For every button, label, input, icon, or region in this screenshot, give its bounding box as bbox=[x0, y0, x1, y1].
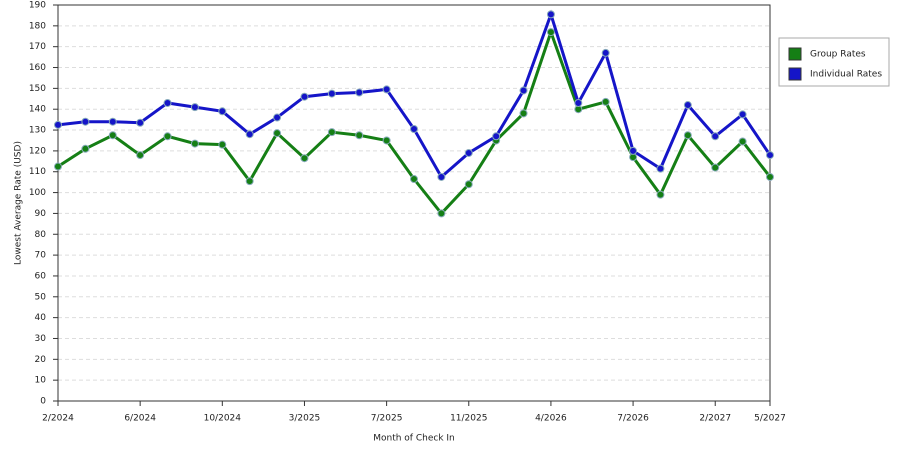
series-line bbox=[57, 27, 772, 216]
y-tick-label: 20 bbox=[35, 355, 47, 365]
y-tick-label: 80 bbox=[35, 230, 47, 240]
y-tick-label: 190 bbox=[29, 1, 46, 11]
point bbox=[355, 131, 364, 140]
y-tick-label: 110 bbox=[29, 167, 46, 177]
point bbox=[683, 101, 692, 110]
point bbox=[218, 107, 227, 116]
point bbox=[300, 154, 309, 163]
point bbox=[492, 132, 501, 141]
point bbox=[163, 132, 172, 141]
y-tick-label: 70 bbox=[35, 251, 47, 261]
x-tick-label: 6/2024 bbox=[124, 414, 156, 424]
x-tick-label: 2/2027 bbox=[699, 414, 731, 424]
point bbox=[410, 125, 418, 134]
y-tick-label: 30 bbox=[35, 334, 47, 344]
x-tick-label: 2/2024 bbox=[42, 414, 74, 424]
y-tick-label: 140 bbox=[29, 105, 46, 115]
point bbox=[683, 131, 692, 140]
legend-label: Individual Rates bbox=[810, 70, 882, 80]
point bbox=[656, 164, 665, 173]
point bbox=[81, 144, 90, 153]
point bbox=[738, 110, 747, 119]
y-tick-label: 90 bbox=[35, 209, 47, 219]
y-tick-label: 130 bbox=[29, 126, 46, 136]
point bbox=[437, 172, 446, 181]
x-axis-label: Month of Check In bbox=[373, 434, 455, 444]
point bbox=[574, 98, 583, 107]
point bbox=[464, 148, 473, 157]
legend-swatch bbox=[788, 47, 802, 61]
y-tick-label: 40 bbox=[35, 313, 47, 323]
x-tick-label: 7/2025 bbox=[371, 414, 403, 424]
x-tick-label: 11/2025 bbox=[450, 414, 487, 424]
point bbox=[546, 28, 555, 37]
point bbox=[437, 209, 446, 218]
legend-label: Group Rates bbox=[810, 50, 866, 60]
point bbox=[300, 92, 309, 101]
point bbox=[163, 98, 172, 107]
point bbox=[54, 162, 62, 171]
x-tick-label: 4/2026 bbox=[535, 414, 567, 424]
point bbox=[54, 120, 62, 129]
point bbox=[355, 88, 364, 97]
point bbox=[738, 137, 747, 146]
point bbox=[410, 175, 418, 184]
point bbox=[273, 129, 282, 138]
point bbox=[190, 103, 199, 112]
point bbox=[108, 131, 117, 140]
point bbox=[327, 89, 336, 98]
point bbox=[766, 151, 774, 160]
point bbox=[711, 163, 720, 172]
point bbox=[136, 151, 145, 160]
point bbox=[656, 190, 665, 199]
point bbox=[601, 97, 610, 106]
point bbox=[519, 86, 528, 95]
y-tick-label: 180 bbox=[29, 21, 46, 31]
point bbox=[218, 140, 227, 149]
point bbox=[711, 132, 720, 141]
point bbox=[136, 118, 145, 127]
point bbox=[327, 128, 336, 137]
y-tick-label: 160 bbox=[29, 63, 46, 73]
series-line bbox=[57, 9, 772, 180]
y-tick-label: 170 bbox=[29, 42, 46, 52]
point bbox=[464, 180, 473, 189]
point bbox=[766, 172, 774, 181]
point bbox=[546, 10, 555, 19]
y-tick-label: 10 bbox=[35, 376, 47, 386]
point bbox=[108, 117, 117, 126]
x-tick-label: 3/2025 bbox=[289, 414, 321, 424]
y-tick-label: 60 bbox=[35, 271, 47, 281]
point bbox=[382, 136, 391, 145]
x-tick-label: 7/2026 bbox=[617, 414, 649, 424]
point bbox=[519, 109, 528, 118]
y-axis-label: Lowest Average Rate (USD) bbox=[14, 141, 24, 265]
y-tick-label: 100 bbox=[29, 188, 46, 198]
point bbox=[245, 177, 254, 186]
legend-swatch bbox=[788, 67, 802, 81]
plot-frame bbox=[57, 4, 771, 402]
point bbox=[273, 113, 282, 122]
point bbox=[190, 139, 199, 148]
y-tick-label: 50 bbox=[35, 292, 47, 302]
point bbox=[81, 117, 90, 126]
point bbox=[382, 85, 391, 94]
point bbox=[601, 48, 610, 57]
point bbox=[629, 146, 638, 155]
y-tick-label: 0 bbox=[40, 397, 46, 407]
y-tick-label: 120 bbox=[29, 146, 46, 156]
x-tick-label: 5/2027 bbox=[754, 414, 786, 424]
point bbox=[245, 130, 254, 139]
x-tick-label: 10/2024 bbox=[204, 414, 242, 424]
y-tick-label: 150 bbox=[29, 84, 46, 94]
